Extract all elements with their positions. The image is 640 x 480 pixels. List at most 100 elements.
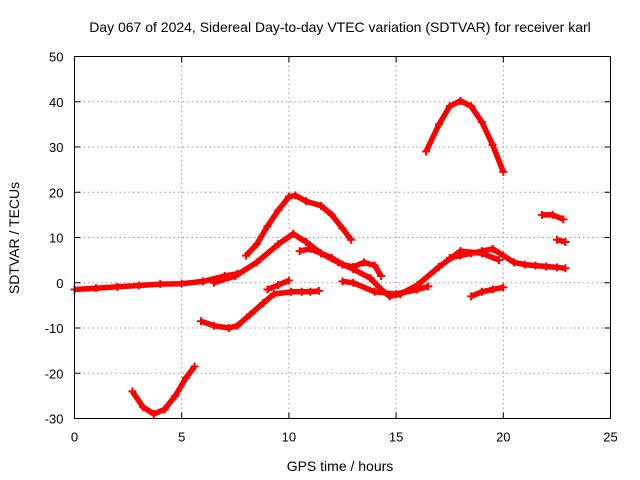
series-line-arc9 <box>423 98 506 173</box>
data-point <box>422 147 431 156</box>
data-point <box>477 247 486 256</box>
chart-title: Day 067 of 2024, Sidereal Day-to-day VTE… <box>89 19 591 35</box>
x-tick-label: 5 <box>178 430 185 445</box>
data-point <box>291 191 300 200</box>
data-point <box>134 281 143 290</box>
data-point <box>510 258 519 267</box>
data-point <box>488 140 497 149</box>
x-tick-label: 25 <box>603 430 617 445</box>
data-point <box>252 258 261 267</box>
data-point <box>477 118 486 127</box>
data-point <box>274 240 283 249</box>
data-point <box>424 282 433 291</box>
tick-layer: 0 5 10 15 20 25 -30 -20 -10 0 10 20 30 40 50 <box>45 50 618 445</box>
y-tick-label: 0 <box>56 276 63 291</box>
data-point <box>499 251 508 260</box>
data-point <box>434 120 443 129</box>
y-tick-label: -10 <box>45 321 64 336</box>
data-point <box>259 299 268 308</box>
data-point <box>377 271 386 280</box>
series-layer <box>70 96 570 418</box>
data-point <box>139 403 148 412</box>
data-point <box>445 253 454 262</box>
x-tick-label: 0 <box>71 430 78 445</box>
data-point <box>434 262 443 271</box>
data-point <box>284 192 293 201</box>
data-point <box>284 276 293 285</box>
data-point <box>199 277 208 286</box>
x-axis-label: GPS time / hours <box>287 458 394 474</box>
y-tick-label: 10 <box>49 231 63 246</box>
data-point <box>349 262 358 271</box>
data-point <box>297 287 306 296</box>
data-point <box>274 206 283 215</box>
y-tick-label: -30 <box>45 412 64 427</box>
data-point <box>274 281 283 290</box>
data-point <box>467 249 476 258</box>
data-point <box>370 287 379 296</box>
data-point <box>495 256 504 265</box>
data-point <box>338 224 347 233</box>
data-point <box>246 310 255 319</box>
data-point <box>559 215 568 224</box>
data-point <box>156 280 165 289</box>
data-point <box>209 321 218 330</box>
data-point <box>128 387 137 396</box>
y-tick-label: 40 <box>49 95 63 110</box>
data-point <box>209 278 218 287</box>
data-point <box>552 263 561 272</box>
data-point <box>263 222 272 231</box>
data-point <box>287 287 296 296</box>
data-point <box>252 240 261 249</box>
data-point <box>467 102 476 111</box>
data-point <box>224 324 233 332</box>
data-point <box>366 274 375 283</box>
grid-layer <box>74 56 611 419</box>
data-point <box>338 277 347 286</box>
data-point <box>171 391 180 400</box>
data-point <box>91 284 100 293</box>
data-point <box>177 279 186 288</box>
data-point <box>467 292 476 301</box>
data-point <box>289 229 298 238</box>
data-point <box>317 201 326 210</box>
data-point <box>359 258 368 267</box>
data-point <box>561 264 570 273</box>
data-point <box>306 287 315 296</box>
data-point <box>302 238 311 247</box>
data-point <box>548 210 557 219</box>
x-tick-label: 20 <box>496 430 510 445</box>
data-point <box>149 409 158 418</box>
data-point <box>263 285 272 294</box>
y-tick-label: 50 <box>49 50 63 65</box>
data-point <box>181 373 190 382</box>
data-point <box>242 251 251 260</box>
data-point <box>196 317 205 326</box>
data-point <box>231 271 240 280</box>
data-point <box>338 260 347 269</box>
data-point <box>295 247 304 256</box>
x-tick-label: 10 <box>282 430 296 445</box>
series-line-arc4 <box>213 231 501 300</box>
data-point <box>269 290 278 299</box>
data-point <box>477 287 486 296</box>
data-point <box>488 244 497 253</box>
data-point <box>314 286 323 295</box>
data-point <box>349 278 358 287</box>
data-point <box>327 253 336 262</box>
data-point <box>456 96 465 105</box>
y-tick-label: 30 <box>49 140 63 155</box>
y-tick-label: -20 <box>45 366 64 381</box>
data-point <box>392 290 401 299</box>
data-point <box>445 102 454 111</box>
data-point <box>456 251 465 260</box>
series-line-arc11 <box>470 284 504 299</box>
data-point <box>327 210 336 219</box>
data-point <box>113 282 122 291</box>
data-point <box>561 238 570 247</box>
data-point <box>542 262 551 271</box>
data-point <box>190 362 199 371</box>
y-tick-label: 20 <box>49 185 63 200</box>
